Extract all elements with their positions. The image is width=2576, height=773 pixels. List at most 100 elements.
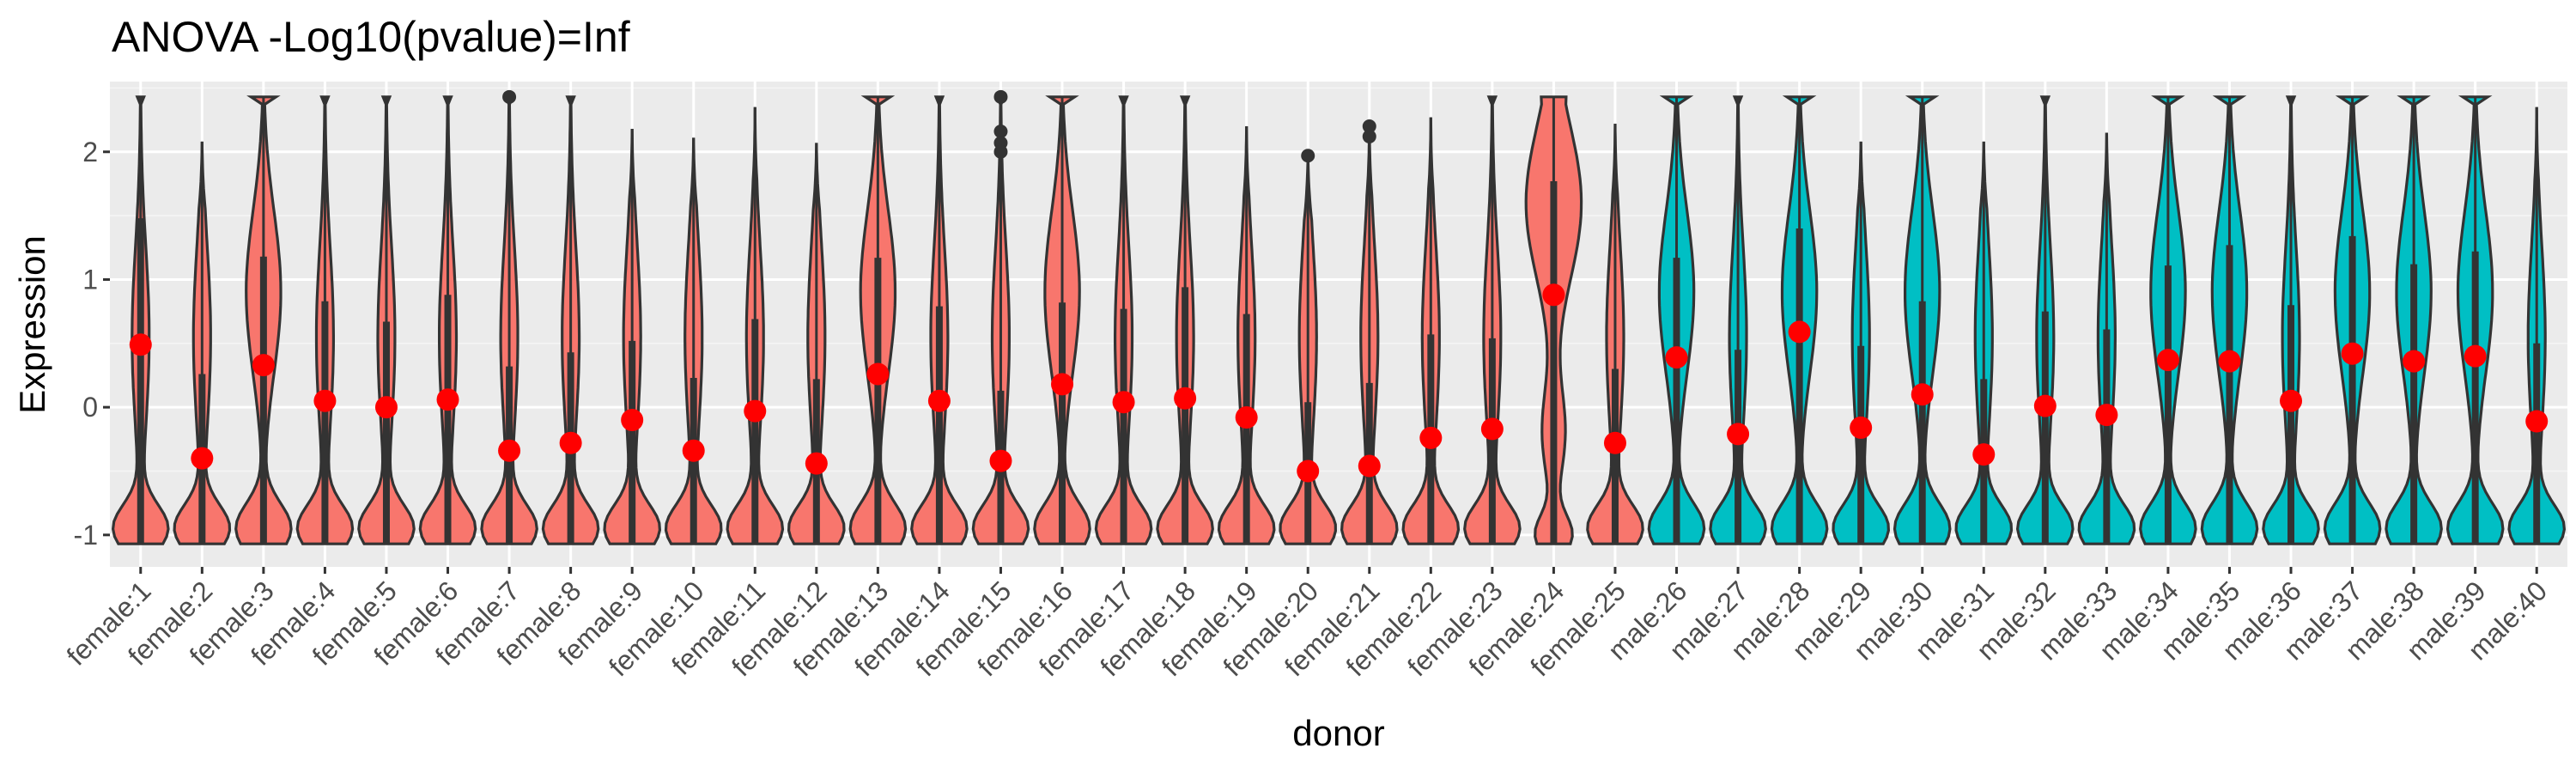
violin-group [1217,125,1276,545]
outlier-point [1362,129,1376,143]
x-axis: female:1female:2female:3female:4female:5… [60,567,2553,682]
mean-point [1727,423,1750,446]
mean-point [927,389,951,412]
y-tick-label: -1 [74,520,98,551]
mean-point [1419,426,1443,449]
violin-group [848,95,908,545]
mean-point [436,388,459,411]
mean-point [1788,320,1811,344]
violins [111,89,2567,545]
outlier-point [993,144,1008,159]
mean-point [313,389,337,412]
y-tick-label: 2 [82,137,98,167]
outlier-point [502,89,517,104]
mean-point [866,362,890,386]
mean-point [191,447,214,470]
mean-point [1542,283,1565,307]
mean-point [1051,373,1074,396]
mean-point [374,396,398,419]
violin-group [1463,95,1522,545]
mean-point [1665,346,1688,369]
mean-point [1297,460,1320,483]
mean-point [2280,389,2303,412]
violin-group [787,143,846,545]
violin-group [111,95,170,545]
violin-group [603,128,662,545]
mean-point [1850,416,1873,439]
mean-point [2156,349,2179,372]
mean-point [1972,443,1996,466]
violin-group [1770,95,1829,545]
mean-point [252,354,275,377]
violin-group [1279,149,1338,545]
outlier-point [993,124,1008,138]
violin-group [2077,132,2136,545]
x-axis-title: donor [1292,713,1384,753]
outlier-point [993,89,1008,104]
violin-group [1586,124,1644,545]
mean-point [989,449,1012,472]
violin-group [2139,95,2197,545]
mean-point [1112,391,1135,414]
violin-group [480,89,538,545]
violin-group [2385,95,2443,545]
violin-group [1033,95,1091,545]
mean-point [682,439,705,462]
violin-group [1709,95,1767,545]
violin-group [1893,95,1952,545]
mean-point [1603,431,1626,454]
violin-group [1832,141,1891,545]
mean-point [1235,406,1258,429]
violin-group [971,89,1030,545]
violin-group [2200,95,2259,545]
y-axis-title: Expression [12,235,52,414]
mean-point [1480,417,1504,441]
violin-group [910,95,969,545]
violin-group [1094,95,1153,545]
mean-point [1358,454,1381,478]
violin-group [2445,95,2505,545]
mean-point [2464,344,2487,368]
y-tick-label: 1 [82,264,98,295]
mean-point [744,399,767,423]
violin-group [1524,95,1583,545]
outlier-point [1301,149,1315,163]
mean-point [2095,404,2118,427]
violin-group [2507,107,2567,545]
mean-point [559,431,582,454]
mean-point [805,452,828,475]
violin-group [1647,95,1706,545]
mean-point [498,439,521,462]
violin-group [418,95,477,545]
mean-point [2525,410,2549,433]
violin-group [541,95,600,545]
violin-group [2015,95,2075,545]
violin-group [357,95,416,545]
violin-group [1954,141,2014,545]
violin-group [1401,117,1461,545]
chart-title: ANOVA -Log10(pvalue)=Inf [112,13,630,61]
violin-group [1340,119,1399,545]
mean-point [621,409,644,432]
violin-group [1156,95,1214,545]
y-tick-label: 0 [82,392,98,423]
y-axis: -1 0 1 2 [74,137,110,551]
mean-point [129,333,152,356]
violin-group [173,141,232,545]
outlier-point [1362,119,1376,134]
violin-group [234,95,293,545]
mean-point [2218,350,2241,373]
mean-point [1911,383,1934,406]
violin-group [295,95,355,545]
violin-group [664,137,723,545]
mean-point [2403,350,2426,373]
violin-group [2262,95,2320,545]
plot-panel [110,82,2567,567]
violin-group [726,107,785,545]
mean-point [2341,342,2364,365]
mean-point [1174,386,1197,410]
violin-group [2323,95,2382,545]
mean-point [2033,394,2057,417]
